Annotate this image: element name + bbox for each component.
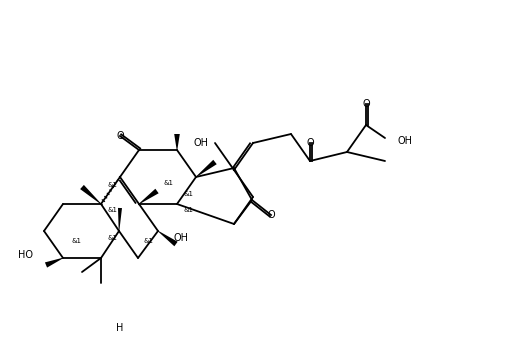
Text: O: O bbox=[267, 210, 275, 220]
Text: &1: &1 bbox=[108, 235, 118, 241]
Text: H: H bbox=[117, 323, 124, 333]
Text: &1: &1 bbox=[184, 191, 194, 197]
Text: &1: &1 bbox=[184, 207, 194, 213]
Polygon shape bbox=[139, 189, 159, 204]
Polygon shape bbox=[158, 231, 178, 246]
Text: &1: &1 bbox=[108, 207, 118, 213]
Text: OH: OH bbox=[397, 136, 412, 146]
Text: O: O bbox=[306, 138, 314, 148]
Polygon shape bbox=[80, 185, 101, 204]
Text: OH: OH bbox=[193, 138, 208, 148]
Text: &1: &1 bbox=[108, 182, 118, 188]
Polygon shape bbox=[196, 160, 217, 177]
Text: &1: &1 bbox=[144, 238, 154, 244]
Text: HO: HO bbox=[18, 250, 33, 260]
Text: &1: &1 bbox=[72, 238, 82, 244]
Polygon shape bbox=[118, 208, 122, 231]
Text: O: O bbox=[362, 99, 370, 109]
Text: O: O bbox=[116, 131, 124, 141]
Polygon shape bbox=[174, 134, 180, 150]
Text: OH: OH bbox=[174, 233, 189, 243]
Polygon shape bbox=[45, 258, 63, 267]
Text: &1: &1 bbox=[164, 180, 174, 186]
